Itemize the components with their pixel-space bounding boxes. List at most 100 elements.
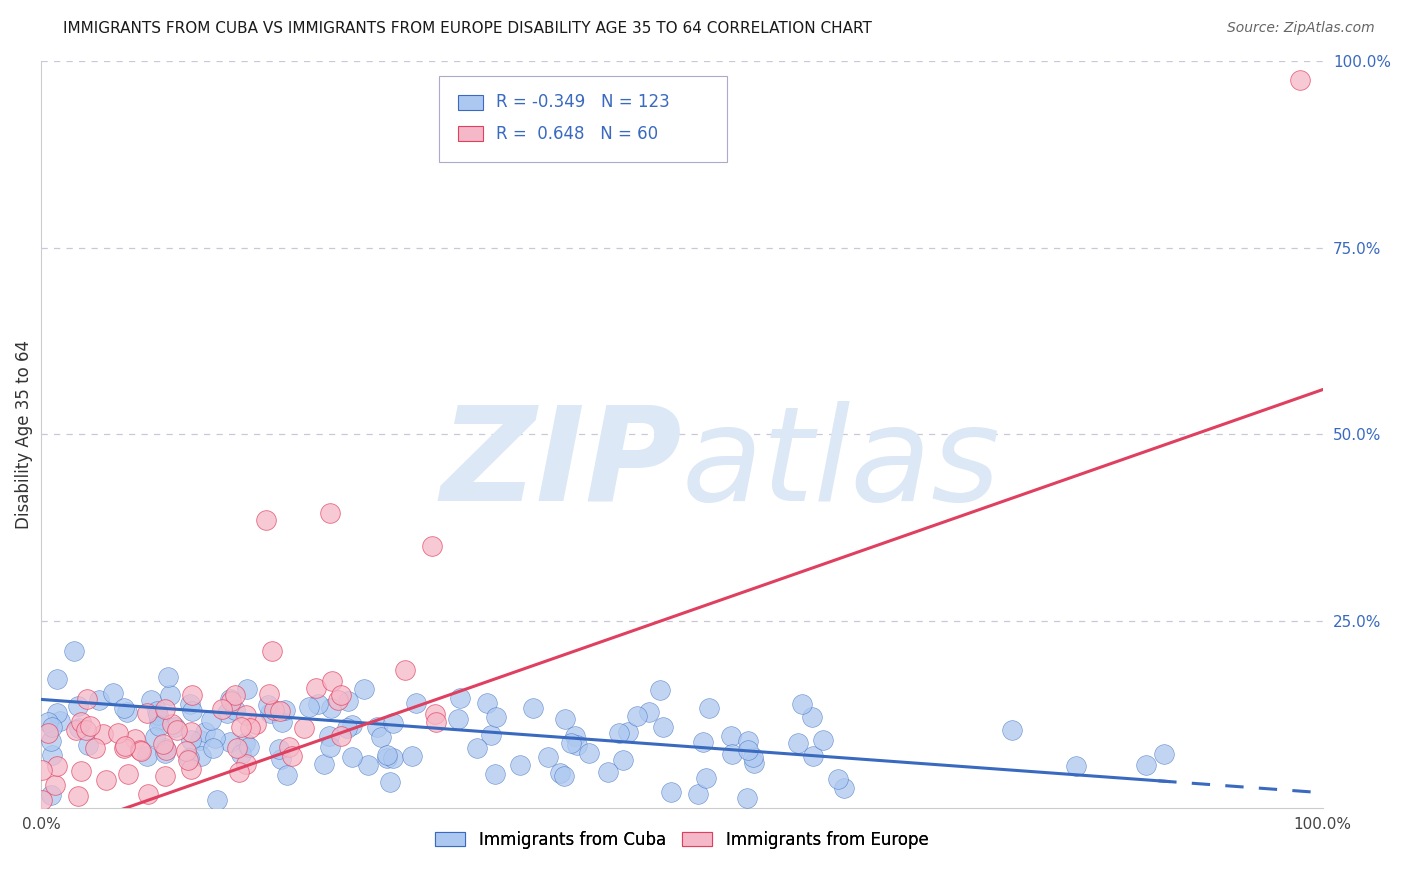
Point: [276, 768, 298, 782]
Point: [263, 703, 285, 717]
Point: [695, 771, 717, 785]
Point: [224, 703, 246, 717]
Text: IMMIGRANTS FROM CUBA VS IMMIGRANTS FROM EUROPE DISABILITY AGE 35 TO 64 CORRELATI: IMMIGRANTS FROM CUBA VS IMMIGRANTS FROM …: [63, 21, 872, 36]
Point: [554, 713, 576, 727]
Point: [179, 697, 201, 711]
Point: [697, 700, 720, 714]
Point: [226, 740, 249, 755]
Point: [262, 644, 284, 658]
Point: [314, 756, 336, 771]
Point: [202, 740, 225, 755]
Point: [298, 700, 321, 714]
Point: [229, 747, 252, 761]
Point: [235, 757, 257, 772]
Point: [425, 714, 447, 729]
Point: [163, 720, 186, 734]
FancyBboxPatch shape: [458, 126, 484, 141]
Point: [277, 739, 299, 754]
Point: [509, 758, 531, 772]
Point: [31, 763, 53, 777]
Point: [46, 758, 69, 772]
Point: [112, 701, 135, 715]
Point: [553, 769, 575, 783]
Point: [340, 750, 363, 764]
Point: [381, 751, 404, 765]
Point: [219, 692, 242, 706]
Point: [41, 720, 63, 734]
Point: [336, 721, 359, 735]
Point: [112, 741, 135, 756]
Point: [219, 694, 242, 708]
Point: [146, 704, 169, 718]
Point: [307, 697, 329, 711]
Point: [107, 726, 129, 740]
Point: [801, 749, 824, 764]
Point: [89, 693, 111, 707]
Point: [180, 762, 202, 776]
Point: [318, 729, 340, 743]
Point: [720, 747, 742, 761]
Point: [37, 714, 59, 729]
Point: [370, 730, 392, 744]
Point: [69, 715, 91, 730]
Point: [124, 731, 146, 746]
Point: [180, 705, 202, 719]
Point: [319, 739, 342, 754]
Point: [449, 691, 471, 706]
Point: [233, 736, 256, 750]
Point: [114, 739, 136, 754]
Point: [66, 699, 89, 714]
Point: [146, 708, 169, 723]
Point: [652, 720, 675, 734]
Point: [274, 703, 297, 717]
Point: [318, 506, 340, 520]
Point: [155, 742, 177, 756]
Point: [259, 687, 281, 701]
Point: [475, 696, 498, 710]
Point: [152, 737, 174, 751]
Point: [342, 718, 364, 732]
Point: [811, 732, 834, 747]
Point: [329, 729, 352, 743]
Point: [148, 719, 170, 733]
Point: [787, 736, 810, 750]
Point: [228, 764, 250, 779]
Point: [536, 749, 558, 764]
Point: [1064, 759, 1087, 773]
Point: [49, 714, 72, 729]
Point: [160, 716, 183, 731]
Point: [800, 709, 823, 723]
Point: [357, 758, 380, 772]
Point: [1001, 723, 1024, 737]
Point: [211, 702, 233, 716]
Point: [155, 701, 177, 715]
Point: [153, 746, 176, 760]
Point: [479, 728, 502, 742]
Point: [692, 735, 714, 749]
Point: [564, 729, 586, 743]
Point: [319, 700, 342, 714]
Point: [136, 748, 159, 763]
Point: [91, 726, 114, 740]
Point: [353, 681, 375, 696]
Text: R =  0.648   N = 60: R = 0.648 N = 60: [496, 125, 658, 143]
Point: [292, 721, 315, 735]
Point: [790, 697, 813, 711]
Point: [44, 778, 66, 792]
Point: [648, 683, 671, 698]
Point: [155, 741, 177, 756]
Point: [177, 753, 200, 767]
Point: [235, 708, 257, 723]
Point: [148, 713, 170, 727]
Point: [485, 710, 508, 724]
FancyBboxPatch shape: [458, 95, 484, 110]
Point: [638, 705, 661, 719]
Point: [200, 713, 222, 727]
Point: [135, 706, 157, 721]
Point: [205, 793, 228, 807]
Point: [737, 743, 759, 757]
Point: [254, 513, 277, 527]
Point: [616, 725, 638, 739]
Point: [280, 748, 302, 763]
Point: [560, 736, 582, 750]
